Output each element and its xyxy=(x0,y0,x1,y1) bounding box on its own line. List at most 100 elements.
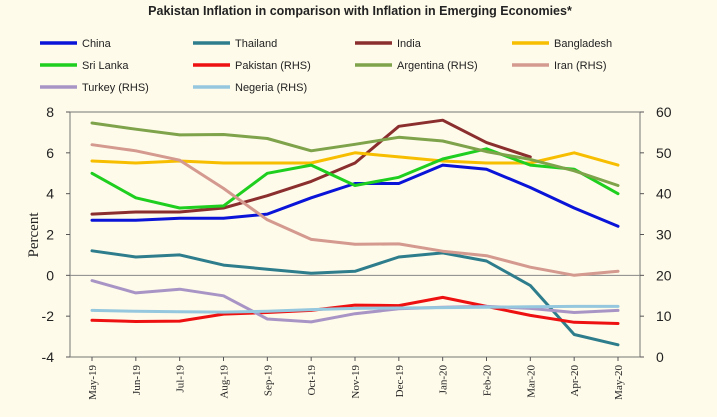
data-point xyxy=(353,270,357,273)
data-point xyxy=(572,169,576,172)
legend-item-iran-rhs: Iran (RHS) xyxy=(512,60,607,72)
data-point xyxy=(222,133,225,136)
data-point xyxy=(309,163,313,167)
data-point xyxy=(178,310,181,313)
data-point xyxy=(266,310,269,313)
y-left-tick-label: 2 xyxy=(46,227,54,243)
data-point xyxy=(397,125,401,128)
data-point xyxy=(529,305,532,308)
data-point xyxy=(134,210,138,214)
y-left-tick-label: -4 xyxy=(42,349,55,365)
data-point xyxy=(134,161,138,165)
data-point xyxy=(266,194,269,197)
data-point xyxy=(572,206,576,210)
data-point xyxy=(134,219,138,222)
legend-item-turkey-rhs: Turkey (RHS) xyxy=(40,82,149,94)
data-point xyxy=(616,184,620,187)
x-tick-label: Feb-20 xyxy=(482,365,494,397)
series-sri-lanka xyxy=(90,147,620,210)
data-point xyxy=(309,320,313,324)
data-point xyxy=(529,265,532,269)
x-tick-label: Apr-20 xyxy=(569,365,581,397)
data-point xyxy=(441,118,444,122)
data-point xyxy=(90,219,94,222)
data-point xyxy=(266,268,269,271)
data-point xyxy=(441,163,444,167)
data-point xyxy=(616,163,620,167)
data-point xyxy=(485,259,488,263)
data-point xyxy=(572,333,576,336)
y-right-tick-label: 0 xyxy=(656,349,664,365)
y-right-tick-label: 10 xyxy=(656,308,672,324)
legend-label: Pakistan (RHS) xyxy=(235,60,311,72)
x-tick-label: Oct-19 xyxy=(306,365,318,396)
data-point xyxy=(441,139,444,143)
data-point xyxy=(134,291,138,295)
legend-label: Argentina (RHS) xyxy=(397,60,478,72)
legend-item-argentina-rhs: Argentina (RHS) xyxy=(355,60,478,72)
data-point xyxy=(353,303,357,307)
data-point xyxy=(309,238,313,241)
x-tick-label: Nov-19 xyxy=(350,365,362,399)
data-point xyxy=(572,305,576,308)
legend-label: Turkey (RHS) xyxy=(82,82,149,94)
legend-item-china: China xyxy=(40,38,112,50)
data-point xyxy=(353,151,357,155)
legend-label: Sri Lanka xyxy=(82,60,129,72)
series-argentina-rhs xyxy=(90,121,620,187)
data-point xyxy=(178,319,181,323)
legend-item-sri-lanka: Sri Lanka xyxy=(40,60,129,72)
data-point xyxy=(397,255,401,259)
legend-label: Iran (RHS) xyxy=(554,60,607,72)
data-point xyxy=(529,186,532,189)
data-point xyxy=(309,308,313,311)
data-point xyxy=(485,161,488,165)
data-point xyxy=(485,147,488,150)
data-point xyxy=(134,196,138,199)
data-point xyxy=(353,243,357,246)
data-point xyxy=(90,121,94,125)
legend-label: Thailand xyxy=(235,38,277,50)
series-iran-rhs xyxy=(90,143,620,277)
chart-title: Pakistan Inflation in comparison with In… xyxy=(148,4,572,18)
data-point xyxy=(485,141,488,144)
legend-label: Bangladesh xyxy=(554,38,612,50)
data-point xyxy=(222,187,225,190)
data-point xyxy=(616,270,620,273)
series-negeria-rhs xyxy=(90,304,620,314)
series-pakistan-rhs xyxy=(90,295,620,325)
y-right-tick-label: 20 xyxy=(656,267,672,283)
y-right-tick-label: 50 xyxy=(656,145,672,161)
x-tick-label: Sep-19 xyxy=(262,365,274,397)
x-tick-label: May-20 xyxy=(613,365,625,400)
x-tick-label: Dec-19 xyxy=(394,365,406,398)
data-point xyxy=(309,272,313,275)
data-point xyxy=(441,296,444,299)
data-point xyxy=(616,305,620,308)
data-point xyxy=(266,218,269,221)
y-right-tick-label: 40 xyxy=(656,186,672,202)
data-point xyxy=(441,250,444,253)
y-right-tick-label: 60 xyxy=(656,104,672,120)
series-line-china xyxy=(90,163,620,228)
data-point xyxy=(309,149,313,152)
legend-item-negeria-rhs: Negeria (RHS) xyxy=(193,82,307,94)
series-india xyxy=(90,118,532,216)
y-left-tick-label: 8 xyxy=(46,104,54,120)
data-point xyxy=(616,322,620,325)
data-point xyxy=(353,312,357,315)
data-point xyxy=(178,253,181,257)
data-point xyxy=(572,151,576,155)
data-point xyxy=(178,158,181,162)
data-point xyxy=(529,158,532,161)
data-point xyxy=(529,284,532,287)
y-left-tick-label: 0 xyxy=(46,267,54,283)
data-point xyxy=(616,225,620,228)
data-point xyxy=(266,212,269,216)
data-point xyxy=(485,150,488,153)
x-tick-label: May-19 xyxy=(87,365,99,400)
series-thailand xyxy=(90,249,620,347)
data-point xyxy=(397,182,401,185)
data-point xyxy=(353,307,357,310)
